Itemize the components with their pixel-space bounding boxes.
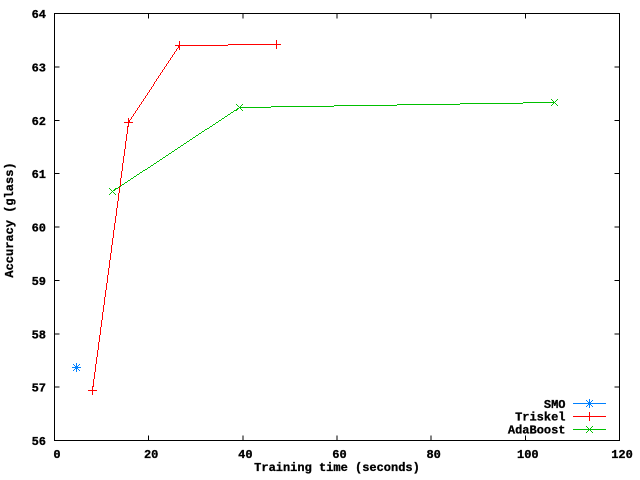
svg-text:Accuracy (glass): Accuracy (glass) <box>3 162 17 277</box>
svg-text:60: 60 <box>332 448 346 462</box>
svg-text:58: 58 <box>32 328 46 342</box>
svg-text:56: 56 <box>32 435 46 449</box>
svg-text:40: 40 <box>238 448 252 462</box>
svg-text:SMO: SMO <box>544 398 566 412</box>
svg-text:60: 60 <box>32 222 46 236</box>
svg-text:57: 57 <box>32 382 46 396</box>
svg-text:63: 63 <box>32 61 46 75</box>
svg-text:20: 20 <box>144 448 158 462</box>
svg-text:Training time (seconds): Training time (seconds) <box>254 461 420 475</box>
svg-text:61: 61 <box>32 168 46 182</box>
svg-text:62: 62 <box>32 115 46 129</box>
svg-text:AdaBoost: AdaBoost <box>508 424 566 438</box>
svg-text:0: 0 <box>53 448 60 462</box>
svg-text:Triskel: Triskel <box>515 411 565 425</box>
svg-text:59: 59 <box>32 275 46 289</box>
svg-text:120: 120 <box>611 448 633 462</box>
svg-text:100: 100 <box>517 448 539 462</box>
svg-text:64: 64 <box>32 8 46 22</box>
svg-text:80: 80 <box>426 448 440 462</box>
